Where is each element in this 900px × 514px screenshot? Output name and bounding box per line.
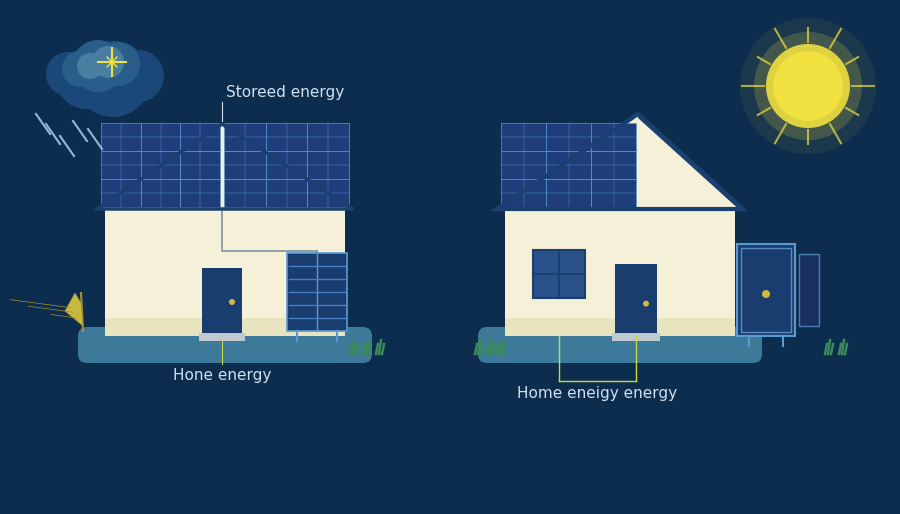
Circle shape (112, 50, 164, 102)
Text: Storeed energy: Storeed energy (226, 85, 344, 100)
Polygon shape (497, 114, 743, 209)
Polygon shape (501, 123, 546, 151)
Circle shape (72, 40, 124, 92)
Polygon shape (224, 123, 266, 151)
Polygon shape (224, 151, 266, 179)
Bar (105, 318, 345, 336)
Bar (287, 253, 347, 331)
Bar (615, 264, 657, 336)
Bar (612, 333, 660, 341)
Circle shape (229, 299, 235, 305)
Polygon shape (591, 123, 636, 151)
Circle shape (77, 53, 103, 79)
Polygon shape (501, 179, 546, 207)
Polygon shape (307, 151, 349, 179)
Circle shape (92, 46, 124, 78)
Bar (105, 209, 345, 336)
Polygon shape (224, 179, 266, 207)
Bar (202, 268, 242, 336)
Polygon shape (546, 179, 591, 207)
Bar (533, 250, 585, 298)
Polygon shape (101, 151, 140, 179)
Polygon shape (591, 151, 636, 179)
Polygon shape (65, 293, 83, 326)
Polygon shape (546, 151, 591, 179)
Text: Hone energy: Hone energy (173, 368, 271, 383)
Circle shape (96, 42, 140, 86)
Polygon shape (307, 123, 349, 151)
Circle shape (46, 52, 90, 96)
Polygon shape (180, 179, 220, 207)
Circle shape (56, 49, 116, 109)
Polygon shape (101, 179, 140, 207)
Text: Home eneigy energy: Home eneigy energy (517, 386, 677, 401)
Circle shape (773, 51, 843, 121)
Circle shape (766, 44, 850, 128)
Circle shape (110, 60, 114, 64)
FancyBboxPatch shape (478, 327, 762, 363)
Bar (799, 254, 819, 326)
Polygon shape (97, 124, 353, 209)
Polygon shape (266, 151, 307, 179)
Bar (505, 209, 735, 336)
Bar (199, 333, 245, 341)
FancyBboxPatch shape (78, 327, 372, 363)
Polygon shape (546, 123, 591, 151)
Polygon shape (501, 151, 546, 179)
Polygon shape (140, 179, 180, 207)
Polygon shape (180, 151, 220, 179)
Polygon shape (638, 114, 743, 213)
Circle shape (754, 32, 862, 140)
Bar (741, 248, 791, 332)
Polygon shape (266, 179, 307, 207)
Circle shape (762, 290, 770, 298)
Polygon shape (101, 123, 140, 151)
Polygon shape (307, 179, 349, 207)
Bar (505, 318, 735, 336)
Circle shape (75, 41, 151, 117)
Polygon shape (140, 151, 180, 179)
Bar (737, 244, 795, 336)
Circle shape (643, 301, 649, 306)
Polygon shape (266, 123, 307, 151)
Circle shape (740, 18, 876, 154)
Polygon shape (591, 179, 636, 207)
Polygon shape (140, 123, 180, 151)
Circle shape (62, 51, 98, 87)
Polygon shape (180, 123, 220, 151)
